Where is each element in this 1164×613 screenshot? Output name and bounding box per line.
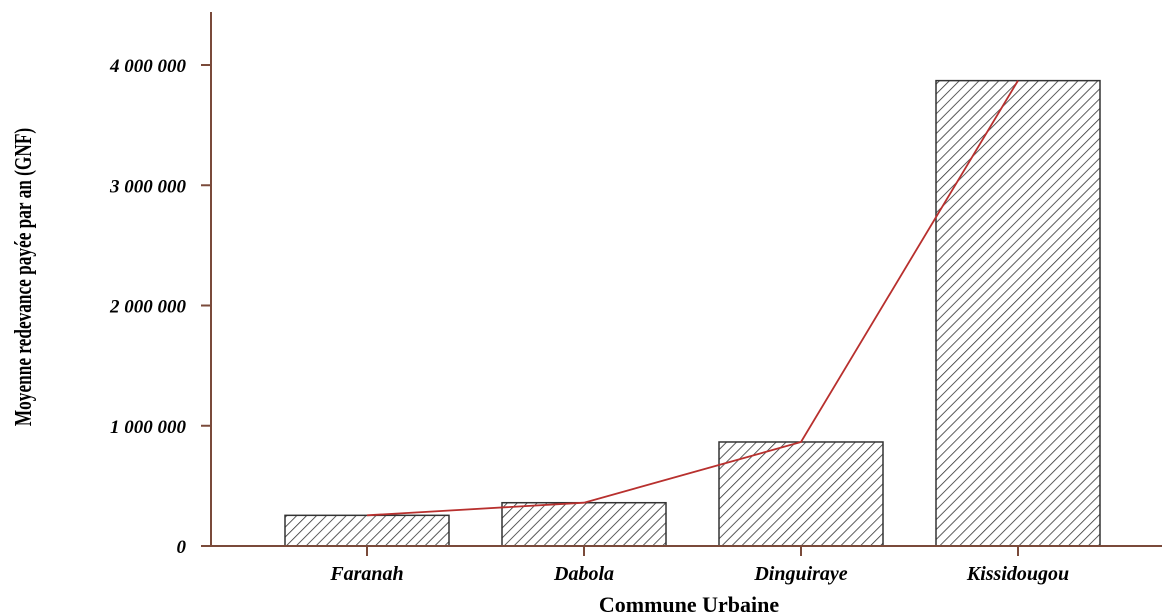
x-axis-label: Commune Urbaine	[599, 592, 780, 613]
y-axis-label: Moyenne redevance payée par an (GNF)	[9, 128, 37, 426]
x-tick-label-dabola: Dabola	[553, 563, 614, 585]
bar-dabola	[501, 501, 667, 547]
x-tick-label-dinguiraye: Dinguiraye	[753, 563, 847, 585]
bar-dinguiraye	[718, 441, 884, 547]
bars-group	[284, 79, 1101, 547]
x-tick-label-kissidougou: Kissidougou	[966, 563, 1069, 585]
trend-line	[366, 80, 1019, 517]
bar-faranah	[284, 514, 450, 547]
y-tick-label: 2 000 000	[109, 297, 187, 318]
trend-line-group	[366, 80, 1019, 517]
y-tick-label: 4 000 000	[109, 56, 187, 77]
bar-kissidougou	[935, 79, 1101, 547]
y-tick-label: 0	[177, 537, 187, 558]
x-tick-label-faranah: Faranah	[329, 563, 403, 585]
y-ticks-group: 0 1 000 000 2 000 000 3 000 000 4 000 000	[109, 56, 211, 558]
axes-group	[210, 12, 1162, 547]
y-tick-label: 1 000 000	[110, 417, 187, 438]
x-ticks-group: Faranah Dabola Dinguiraye Kissidougou	[329, 546, 1069, 585]
y-tick-label: 3 000 000	[109, 176, 187, 197]
